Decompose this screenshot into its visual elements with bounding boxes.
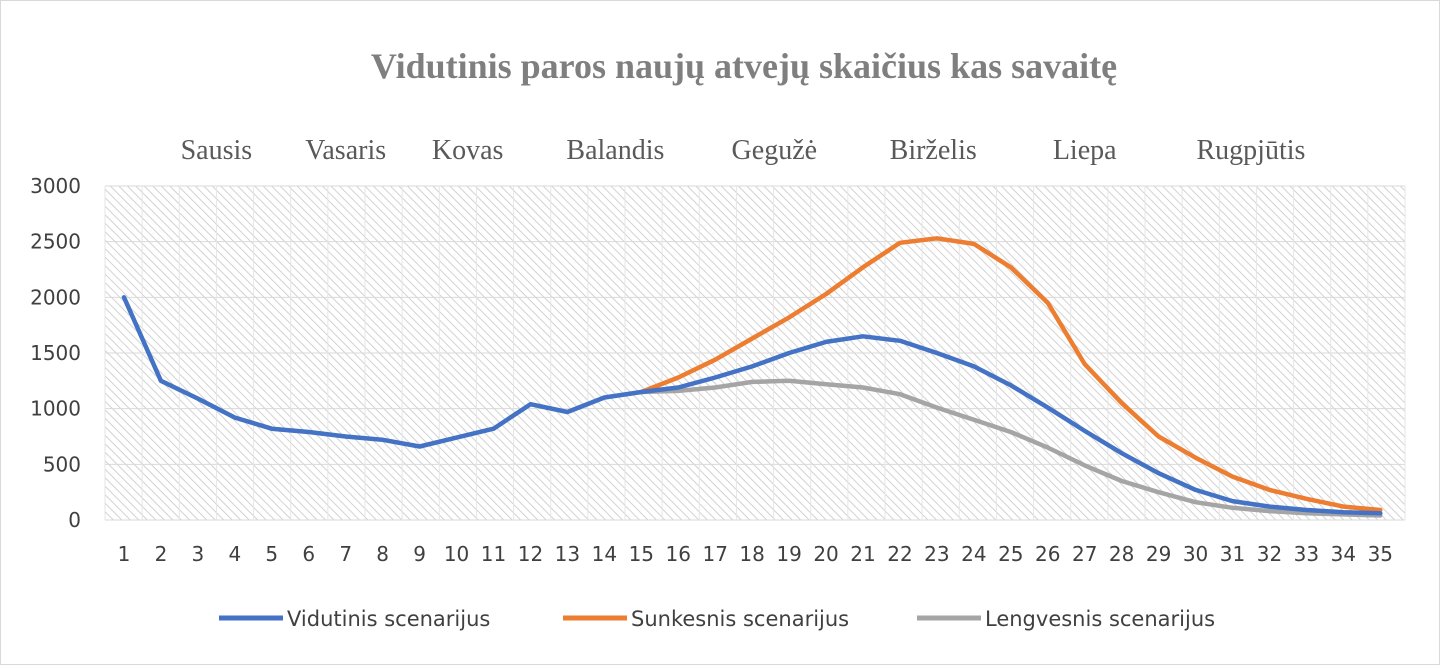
grid xyxy=(105,185,1405,521)
x-tick-label: 20 xyxy=(813,542,838,566)
x-tick-label: 22 xyxy=(887,542,912,566)
x-tick-label: 14 xyxy=(592,542,617,566)
y-tick-label: 3000 xyxy=(30,174,81,198)
x-tick-label: 32 xyxy=(1257,542,1282,566)
x-tick-label: 18 xyxy=(739,542,764,566)
series-line xyxy=(639,378,1383,518)
y-tick-label: 500 xyxy=(43,452,81,476)
x-tick-label: 10 xyxy=(444,542,469,566)
x-tick-label: 28 xyxy=(1109,542,1134,566)
month-label: Birželis xyxy=(890,135,977,166)
x-tick-label: 11 xyxy=(481,542,506,566)
y-tick-label: 1000 xyxy=(30,397,81,421)
x-tick-label: 29 xyxy=(1146,542,1171,566)
chart-title: Vidutinis paros naujų atvejų skaičius ka… xyxy=(371,46,1117,86)
x-tick-label: 30 xyxy=(1183,542,1208,566)
x-tick-label: 19 xyxy=(776,542,801,566)
x-tick-label: 5 xyxy=(265,542,278,566)
x-tick-label: 33 xyxy=(1294,542,1319,566)
x-tick-label: 12 xyxy=(518,542,543,566)
x-tick-label: 15 xyxy=(629,542,654,566)
month-label: Sausis xyxy=(181,135,253,166)
month-label: Gegužė xyxy=(732,135,818,166)
x-tick-label: 4 xyxy=(228,542,241,566)
x-tick-label: 31 xyxy=(1220,542,1245,566)
series-lines xyxy=(121,236,1383,518)
series-line xyxy=(639,236,1383,513)
month-label: Liepa xyxy=(1053,135,1117,166)
legend: Vidutinis scenarijus Sunkesnis scenarijus… xyxy=(219,607,1215,631)
legend-label: Lengvesnis scenarijus xyxy=(985,607,1215,631)
x-axis: 1 2 3 4 5 6 7 8 9 10 11 12 13 14 15 16 17 18 19 20 21 22 23 24 2… xyxy=(118,542,1393,566)
month-label: Kovas xyxy=(432,135,504,166)
x-tick-label: 3 xyxy=(192,542,205,566)
x-tick-label: 1 xyxy=(118,542,131,566)
x-tick-label: 21 xyxy=(850,542,875,566)
month-labels: Sausis Vasaris Kovas Balandis Gegužė Birželis… xyxy=(181,135,1306,166)
x-tick-label: 24 xyxy=(961,542,986,566)
x-tick-label: 7 xyxy=(339,542,352,566)
y-tick-label: 0 xyxy=(68,508,81,532)
legend-label: Sunkesnis scenarijus xyxy=(631,607,849,631)
y-tick-label: 2000 xyxy=(30,285,81,309)
x-tick-label: 25 xyxy=(998,542,1023,566)
x-tick-label: 26 xyxy=(1035,542,1060,566)
month-label: Rugpjūtis xyxy=(1197,135,1306,166)
x-tick-label: 6 xyxy=(302,542,315,566)
x-tick-label: 13 xyxy=(555,542,580,566)
x-tick-label: 23 xyxy=(924,542,949,566)
x-tick-label: 17 xyxy=(702,542,727,566)
x-tick-label: 9 xyxy=(413,542,426,566)
month-label: Vasaris xyxy=(305,135,386,166)
series-line xyxy=(121,295,1383,516)
month-label: Balandis xyxy=(566,135,664,166)
x-tick-label: 34 xyxy=(1331,542,1356,566)
x-tick-label: 27 xyxy=(1072,542,1097,566)
x-tick-label: 2 xyxy=(155,542,168,566)
y-tick-label: 1500 xyxy=(30,341,81,365)
x-tick-label: 8 xyxy=(376,542,389,566)
legend-label: Vidutinis scenarijus xyxy=(287,607,490,631)
x-tick-label: 35 xyxy=(1368,542,1393,566)
y-tick-label: 2500 xyxy=(30,230,81,254)
x-tick-label: 16 xyxy=(666,542,691,566)
y-axis: 0 500 1000 1500 2000 2500 3000 xyxy=(30,174,81,532)
